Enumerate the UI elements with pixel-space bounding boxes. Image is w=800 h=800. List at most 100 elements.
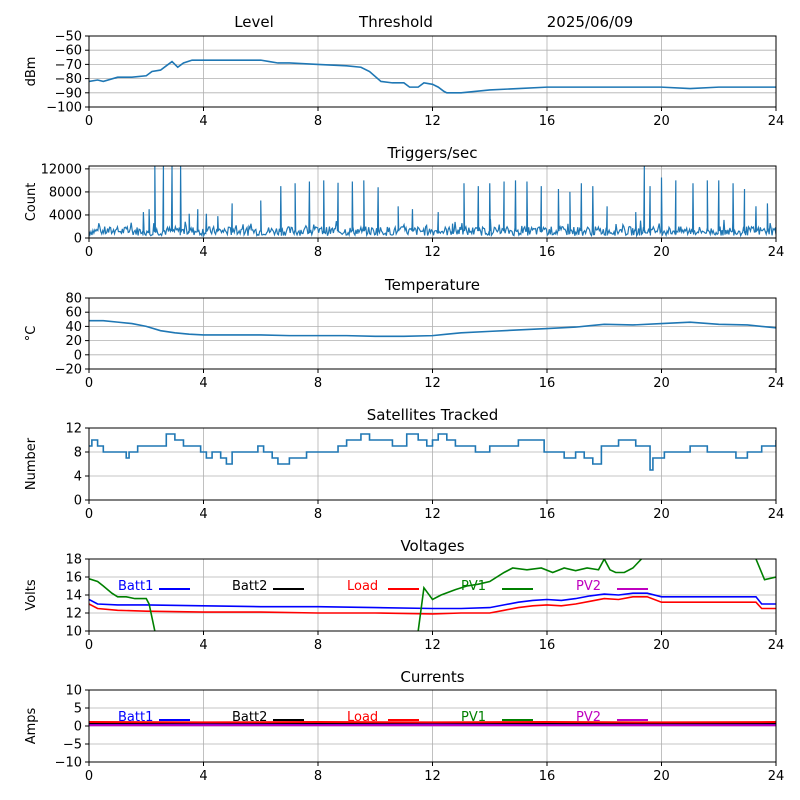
y-tick-label: −10 [55, 756, 82, 771]
y-tick-label: 18 [65, 553, 82, 568]
x-tick-label: 16 [539, 376, 556, 391]
plot-area [89, 319, 776, 338]
legend-label-batt1: Batt1 [118, 710, 153, 725]
plot-area [89, 166, 776, 238]
y-axis-label: °C [24, 326, 39, 342]
series-line-triggers [89, 166, 776, 238]
panel-satellites: Satellites Tracked 0 4 8 12 16 20 24 0 4 8 12 Number [24, 406, 784, 522]
y-tick-label: −20 [55, 363, 82, 378]
y-axis-label: Amps [24, 707, 39, 744]
x-tick-label: 8 [314, 376, 322, 391]
y-tick-label: 16 [65, 571, 82, 586]
y-tick-label: 5 [74, 702, 82, 717]
x-tick-label: 16 [539, 638, 556, 653]
legend-label-pv1: PV1 [461, 710, 486, 725]
y-tick-label: 10 [65, 684, 82, 699]
y-tick-label: 12 [65, 607, 82, 622]
x-tick-label: 16 [539, 769, 556, 784]
y-tick-label: 60 [65, 306, 82, 321]
plot-area [89, 721, 776, 727]
header-threshold: Threshold [358, 13, 433, 31]
plot-frame [88, 297, 777, 370]
legend-label-pv2: PV2 [576, 579, 601, 594]
x-tick-label: 4 [199, 769, 207, 784]
series-line-batt1 [89, 592, 776, 610]
y-tick-label: 8 [74, 446, 82, 461]
legend-label-pv1: PV1 [461, 579, 486, 594]
x-tick-label: 20 [653, 114, 670, 129]
x-tick-label: 12 [424, 769, 441, 784]
x-tick-label: 24 [768, 376, 785, 391]
plot-frame [88, 427, 777, 501]
y-tick-label: 4000 [49, 208, 82, 223]
header-date: 2025/06/09 [547, 13, 633, 31]
x-tick-label: 20 [653, 769, 670, 784]
y-tick-label: 10 [65, 625, 82, 640]
plot-area [89, 433, 776, 471]
x-tick-label: 16 [539, 507, 556, 522]
y-tick-label: 0 [74, 720, 82, 735]
panel-level: 0 4 8 12 16 20 24 −50−60−70−80−90−100 dBm [24, 30, 784, 130]
y-tick-label: 20 [65, 334, 82, 349]
panel-currents: Currents 0 4 8 12 16 20 24 −10 −5 0 5 10 Amps Batt1 Bat… [24, 668, 784, 784]
plot-area [89, 559, 776, 631]
x-tick-label: 0 [85, 245, 93, 260]
legend-label-batt2: Batt2 [232, 579, 267, 594]
y-tick-label: −60 [55, 44, 82, 59]
x-tick-label: 16 [539, 114, 556, 129]
y-tick-label: 4 [74, 470, 82, 485]
x-tick-label: 24 [768, 769, 785, 784]
plot-frame [88, 689, 777, 763]
chart-title: Triggers/sec [387, 144, 478, 162]
y-tick-label: 12 [65, 422, 82, 437]
y-tick-label: −5 [63, 738, 82, 753]
y-tick-label: −80 [55, 72, 82, 87]
x-tick-label: 20 [653, 638, 670, 653]
y-tick-label: 12000 [41, 162, 82, 177]
series-line [89, 433, 776, 471]
x-tick-label: 20 [653, 507, 670, 522]
series-line-pv1 [755, 559, 776, 581]
chart-title: Temperature [384, 276, 480, 294]
legend-label-pv2: PV2 [576, 710, 601, 725]
x-tick-label: 16 [539, 245, 556, 260]
chart-title: Satellites Tracked [367, 406, 498, 424]
y-tick-label: −100 [46, 101, 82, 116]
y-axis-label: dBm [24, 57, 39, 87]
series-line-pv1 [89, 578, 156, 631]
x-tick-label: 8 [314, 769, 322, 784]
legend-label-batt1: Batt1 [118, 579, 153, 594]
plot-frame [88, 165, 777, 239]
chart-title: Currents [400, 668, 464, 686]
x-tick-label: 12 [424, 114, 441, 129]
legend-label-load: Load [347, 710, 378, 725]
series-line [89, 319, 776, 338]
panel-voltages: Voltages 0 4 8 12 16 20 24 10 12 14 16 18 Volts Batt1 B… [24, 537, 784, 653]
legend-label-load: Load [347, 579, 378, 594]
y-axis-label: Number [24, 437, 39, 490]
y-axis-label: Volts [24, 579, 39, 611]
x-tick-label: 4 [199, 638, 207, 653]
x-tick-label: 8 [314, 507, 322, 522]
legend-label-batt2: Batt2 [232, 710, 267, 725]
y-tick-label: 80 [65, 292, 82, 307]
y-axis-label: Count [24, 183, 39, 222]
series-line-load [89, 595, 776, 615]
y-tick-label: 0 [74, 494, 82, 509]
x-tick-label: 12 [424, 638, 441, 653]
y-tick-label: −50 [55, 30, 82, 45]
plot-area [89, 59, 776, 94]
x-tick-label: 0 [85, 376, 93, 391]
x-tick-label: 4 [199, 507, 207, 522]
y-tick-label: −90 [55, 86, 82, 101]
y-tick-label: −70 [55, 58, 82, 73]
plot-frame [88, 35, 777, 108]
y-tick-label: 0 [74, 232, 82, 247]
panel-triggers: Triggers/sec 0 4 8 12 16 20 24 0 4000 8000 12000Cou… [24, 144, 784, 260]
x-tick-label: 20 [653, 245, 670, 260]
x-tick-label: 12 [424, 245, 441, 260]
x-tick-label: 12 [424, 507, 441, 522]
x-tick-label: 0 [85, 638, 93, 653]
